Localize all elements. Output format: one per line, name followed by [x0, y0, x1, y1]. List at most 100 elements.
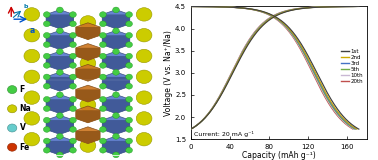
- Polygon shape: [102, 72, 130, 91]
- Circle shape: [99, 21, 106, 27]
- Circle shape: [24, 112, 40, 125]
- Circle shape: [113, 28, 119, 34]
- Circle shape: [56, 7, 63, 13]
- Circle shape: [43, 12, 50, 17]
- Circle shape: [99, 32, 106, 38]
- Circle shape: [126, 32, 132, 38]
- Circle shape: [80, 16, 96, 29]
- Circle shape: [8, 105, 17, 113]
- Text: b: b: [24, 4, 28, 9]
- Circle shape: [99, 147, 106, 153]
- Circle shape: [43, 83, 50, 89]
- Y-axis label: Voltage (V vs. Na⁺/Na): Voltage (V vs. Na⁺/Na): [164, 30, 174, 116]
- Polygon shape: [102, 94, 130, 114]
- Circle shape: [99, 96, 106, 102]
- Circle shape: [24, 91, 40, 104]
- Circle shape: [56, 113, 63, 118]
- Circle shape: [43, 32, 50, 38]
- Circle shape: [126, 147, 132, 153]
- Text: Current: 20 mA g⁻¹: Current: 20 mA g⁻¹: [194, 131, 254, 137]
- Circle shape: [80, 98, 96, 112]
- Text: F: F: [20, 85, 25, 94]
- Polygon shape: [102, 56, 130, 70]
- Circle shape: [70, 127, 76, 132]
- Polygon shape: [46, 35, 74, 49]
- Polygon shape: [46, 56, 74, 70]
- Circle shape: [70, 106, 76, 112]
- Polygon shape: [76, 48, 100, 60]
- Circle shape: [99, 74, 106, 80]
- Circle shape: [8, 124, 17, 132]
- Circle shape: [126, 83, 132, 89]
- Polygon shape: [76, 23, 100, 40]
- Circle shape: [43, 74, 50, 80]
- Circle shape: [126, 53, 132, 59]
- Circle shape: [136, 8, 152, 21]
- Circle shape: [43, 53, 50, 59]
- Circle shape: [126, 138, 132, 144]
- Polygon shape: [76, 131, 100, 144]
- Text: V: V: [20, 124, 26, 132]
- Circle shape: [113, 49, 119, 54]
- Circle shape: [99, 83, 106, 89]
- Circle shape: [24, 132, 40, 146]
- Circle shape: [70, 147, 76, 153]
- Circle shape: [136, 70, 152, 84]
- Polygon shape: [46, 30, 74, 49]
- Text: a: a: [30, 26, 35, 35]
- Circle shape: [70, 96, 76, 102]
- Circle shape: [113, 113, 119, 118]
- Text: Na: Na: [20, 104, 31, 113]
- Circle shape: [56, 152, 63, 158]
- Polygon shape: [46, 14, 74, 29]
- Circle shape: [126, 96, 132, 102]
- Circle shape: [43, 138, 50, 144]
- Circle shape: [80, 139, 96, 152]
- Circle shape: [43, 106, 50, 112]
- Polygon shape: [102, 136, 130, 155]
- Polygon shape: [76, 44, 100, 60]
- Circle shape: [24, 28, 40, 42]
- Circle shape: [99, 42, 106, 48]
- Polygon shape: [76, 64, 100, 81]
- Circle shape: [43, 63, 50, 68]
- Circle shape: [126, 12, 132, 17]
- Circle shape: [8, 143, 17, 151]
- Circle shape: [136, 28, 152, 42]
- Circle shape: [126, 106, 132, 112]
- Circle shape: [126, 42, 132, 48]
- Polygon shape: [76, 127, 100, 144]
- Circle shape: [70, 32, 76, 38]
- Circle shape: [56, 69, 63, 75]
- Text: Fe: Fe: [20, 143, 30, 152]
- Polygon shape: [102, 10, 130, 29]
- Circle shape: [43, 127, 50, 132]
- Legend: 1st, 2nd, 3rd, 5th, 10th, 20th: 1st, 2nd, 3rd, 5th, 10th, 20th: [340, 48, 364, 84]
- Circle shape: [70, 63, 76, 68]
- Circle shape: [70, 83, 76, 89]
- Polygon shape: [76, 106, 100, 123]
- Circle shape: [24, 70, 40, 84]
- Circle shape: [99, 138, 106, 144]
- Circle shape: [70, 53, 76, 59]
- Circle shape: [136, 91, 152, 104]
- Circle shape: [56, 133, 63, 139]
- Polygon shape: [46, 94, 74, 114]
- Circle shape: [126, 21, 132, 27]
- Polygon shape: [46, 136, 74, 155]
- Text: c: c: [6, 0, 11, 2]
- Circle shape: [43, 147, 50, 153]
- Circle shape: [24, 8, 40, 21]
- Circle shape: [70, 138, 76, 144]
- Circle shape: [126, 63, 132, 68]
- Circle shape: [70, 12, 76, 17]
- Circle shape: [43, 96, 50, 102]
- Circle shape: [113, 133, 119, 139]
- Polygon shape: [46, 120, 74, 134]
- Circle shape: [99, 117, 106, 123]
- Circle shape: [70, 21, 76, 27]
- Polygon shape: [46, 72, 74, 91]
- Circle shape: [56, 28, 63, 34]
- Circle shape: [56, 49, 63, 54]
- Polygon shape: [76, 110, 100, 123]
